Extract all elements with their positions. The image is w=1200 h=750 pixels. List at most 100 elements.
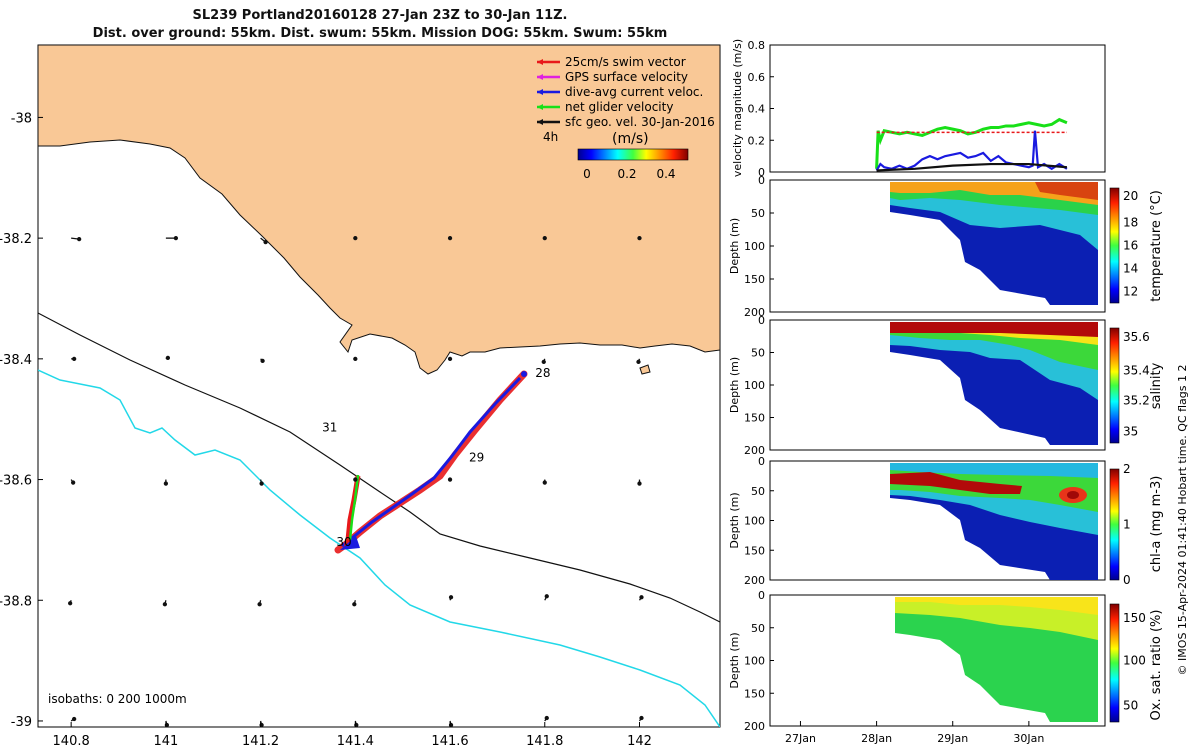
day-label: 28 xyxy=(535,366,550,380)
depth-tick-label: 100 xyxy=(744,655,765,668)
depth-tick-label: 100 xyxy=(744,379,765,392)
map-y-tick-label: -38.6 xyxy=(0,474,32,489)
depth-tick-label: 0 xyxy=(758,314,765,327)
oxygen-colorbar-ticks: 50 100 150 xyxy=(1123,611,1146,712)
legend-arrowhead xyxy=(537,119,543,125)
salinity-panel: 35 35.2 35.4 35.6 salinity xyxy=(769,319,1164,451)
velocity-y-tick-label: 0.6 xyxy=(748,71,766,84)
day-label: 31 xyxy=(322,420,337,434)
depth-tick-label: 150 xyxy=(744,273,765,286)
legend-label: GPS surface velocity xyxy=(565,70,688,84)
colorbar-tick-label: 12 xyxy=(1123,285,1138,299)
depth-tick-label: 50 xyxy=(751,207,765,220)
velocity-y-tick-label: 0.2 xyxy=(748,134,766,147)
geo-arrow-head xyxy=(353,477,358,482)
isobath-1000m xyxy=(38,369,720,727)
depth-tick-label: 100 xyxy=(744,515,765,528)
geo-arrow-head xyxy=(542,235,547,241)
geo-arrow-head xyxy=(544,594,549,599)
velocity-series-line xyxy=(875,130,1068,171)
colorbar-tick-label: 100 xyxy=(1123,654,1146,668)
map-x-tick-label: 140.8 xyxy=(53,734,90,749)
geo-arrow-head xyxy=(353,356,358,361)
geo-arrow-head xyxy=(544,715,549,721)
velocity-series xyxy=(875,117,1068,172)
chart-title-line2: Dist. over ground: 55km. Dist. swum: 55k… xyxy=(92,26,668,41)
geo-arrow-head xyxy=(173,235,179,241)
legend-label: sfc geo. vel. 30-Jan-2016 xyxy=(565,115,715,129)
colorbar-tick-label: 18 xyxy=(1123,216,1138,230)
map-x-axis: 140.8 141 141.2 141.4 141.6 141.8 142 xyxy=(53,722,652,749)
geo-arrow-head xyxy=(637,481,642,486)
salinity-colorbar xyxy=(1109,327,1120,444)
geo-arrow-head xyxy=(542,480,547,485)
geo-arrow-head xyxy=(639,595,644,600)
legend-arrowhead xyxy=(537,74,543,80)
oxygen-colorbar xyxy=(1109,603,1120,723)
colorbar-tick-label: 0 xyxy=(1123,573,1131,587)
time-axis: 27Jan 28Jan 29Jan 30Jan xyxy=(785,721,1044,745)
geo-arrow-head xyxy=(447,477,453,482)
geo-arrow-head xyxy=(68,601,73,606)
depth-tick-label: 50 xyxy=(751,622,765,635)
temperature-colorbar-ticks: 12 14 16 18 20 xyxy=(1123,189,1138,298)
colorbar-tick-label: 1 xyxy=(1123,518,1131,532)
imos-credit: © IMOS 15-Apr-2024 01:41:40 Hobart time.… xyxy=(1176,365,1189,676)
depth-tick-label: 0 xyxy=(758,589,765,602)
legend-arrowhead xyxy=(537,59,543,65)
time-tick-label: 28Jan xyxy=(861,732,892,745)
colorbar-tick-label: 35.6 xyxy=(1123,330,1150,344)
time-tick-label: 29Jan xyxy=(937,732,968,745)
map-y-tick-label: -38.2 xyxy=(0,232,32,247)
geo-arrow-head xyxy=(257,602,262,607)
colorbar-tick-label: 50 xyxy=(1123,698,1138,712)
map-x-tick-label: 141.8 xyxy=(526,734,563,749)
colorbar-tick-label: 35.4 xyxy=(1123,364,1150,378)
temperature-cbar-label: temperature (°C) xyxy=(1149,190,1164,302)
isobaths-label: isobaths: 0 200 1000m xyxy=(48,692,187,706)
salinity-cbar-label: salinity xyxy=(1149,362,1164,409)
legend-label: net glider velocity xyxy=(565,100,673,114)
chla-colorbar-ticks: 0 1 2 xyxy=(1123,462,1131,587)
velocity-y-axis: 0 0.2 0.4 0.6 0.8 xyxy=(748,39,774,179)
chart-title-line1: SL239 Portland20160128 27-Jan 23Z to 30-… xyxy=(192,8,568,23)
map-y-axis: -38 -38.2 -38.4 -38.6 -38.8 -39 xyxy=(0,111,43,730)
geo-arrow-head xyxy=(77,236,82,242)
geo-arrow-head xyxy=(165,355,171,360)
day-label: 30 xyxy=(336,535,351,549)
depth-tick-label: 200 xyxy=(744,720,765,733)
map-y-tick-label: -38 xyxy=(11,111,32,126)
map-y-tick-label: -38.4 xyxy=(0,353,32,368)
map-y-tick-label: -39 xyxy=(11,715,32,730)
depth-tick-label: 50 xyxy=(751,347,765,360)
depth-tick-label: 200 xyxy=(744,444,765,457)
geo-arrow-head xyxy=(260,358,265,363)
geo-arrow-head xyxy=(163,481,169,486)
geo-arrow-head xyxy=(448,595,454,600)
velocity-ylabel: velocity magnitude (m/s) xyxy=(731,39,744,177)
geo-arrow-head xyxy=(447,356,453,361)
depth-tick-label: 200 xyxy=(744,574,765,587)
geo-arrow-head xyxy=(639,715,644,721)
temperature-colorbar xyxy=(1109,187,1120,304)
duration-label: 4h xyxy=(543,130,558,144)
colorbar-tick-label: 2 xyxy=(1123,462,1131,476)
map-x-tick-label: 141 xyxy=(153,734,178,749)
geo-arrow-head xyxy=(162,602,168,607)
velocity-y-tick-label: 0.4 xyxy=(748,103,766,116)
depth-ylabel: Depth (m) xyxy=(728,357,741,413)
depth-tick-label: 150 xyxy=(744,412,765,425)
geo-arrow-head xyxy=(259,481,264,486)
geo-arrow-head xyxy=(541,359,546,364)
legend-label: 25cm/s swim vector xyxy=(565,55,686,69)
depth-ylabel: Depth (m) xyxy=(728,218,741,274)
depth-tick-label: 0 xyxy=(758,174,765,187)
time-tick-label: 30Jan xyxy=(1013,732,1044,745)
geo-arrow-head xyxy=(353,235,358,241)
geo-arrow-head xyxy=(71,480,76,485)
map-y-tick-label: -38.8 xyxy=(0,594,32,609)
colorbar-tick-label: 14 xyxy=(1123,262,1138,276)
colorbar-tick-label: 16 xyxy=(1123,239,1138,253)
colorbar-tick-label: 35.2 xyxy=(1123,393,1150,407)
